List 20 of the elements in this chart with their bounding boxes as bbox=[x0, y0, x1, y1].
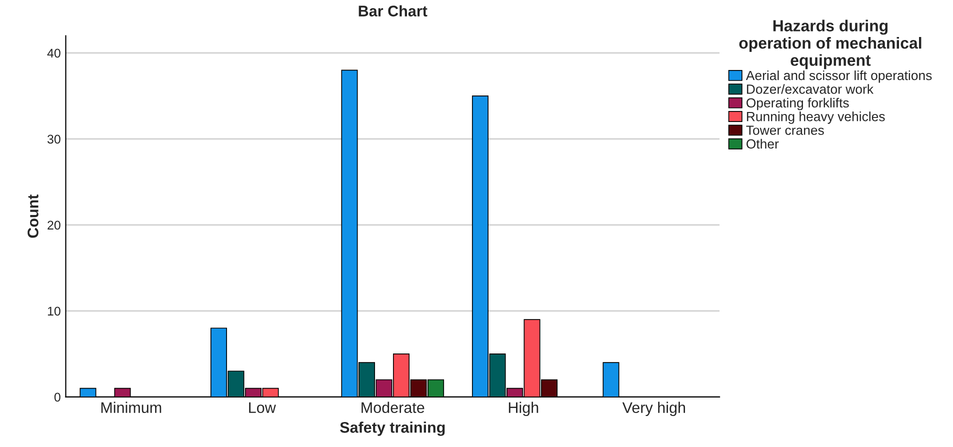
y-tick-label: 20 bbox=[48, 220, 60, 230]
x-tick-label: Low bbox=[249, 402, 276, 414]
legend-label: Operating forklifts bbox=[746, 98, 849, 110]
legend-title: Hazards during operation of mechanical equipment bbox=[739, 20, 922, 70]
y-axis-title: Count bbox=[28, 194, 38, 238]
legend-label: Aerial and scissor lift operations bbox=[746, 70, 932, 83]
y-tick-label: 10 bbox=[48, 306, 60, 316]
x-tick-label: High bbox=[508, 402, 538, 416]
legend-label: Tower cranes bbox=[746, 126, 824, 135]
x-tick-label: Moderate bbox=[362, 402, 424, 414]
x-tick-label: Very high bbox=[622, 402, 685, 416]
y-tick-label: 0 bbox=[54, 392, 60, 402]
y-tick-label: 30 bbox=[47, 134, 60, 144]
x-tick-label: Minimum bbox=[101, 402, 162, 414]
legend-label: Dozer/excavator work bbox=[746, 84, 874, 94]
legend-label: Running heavy vehicles bbox=[746, 112, 885, 124]
chart-title: Bar Chart bbox=[358, 5, 428, 16]
y-tick-label: 40 bbox=[47, 48, 60, 58]
legend-label: Other bbox=[746, 138, 779, 149]
x-axis-title: Safety training bbox=[340, 422, 445, 436]
